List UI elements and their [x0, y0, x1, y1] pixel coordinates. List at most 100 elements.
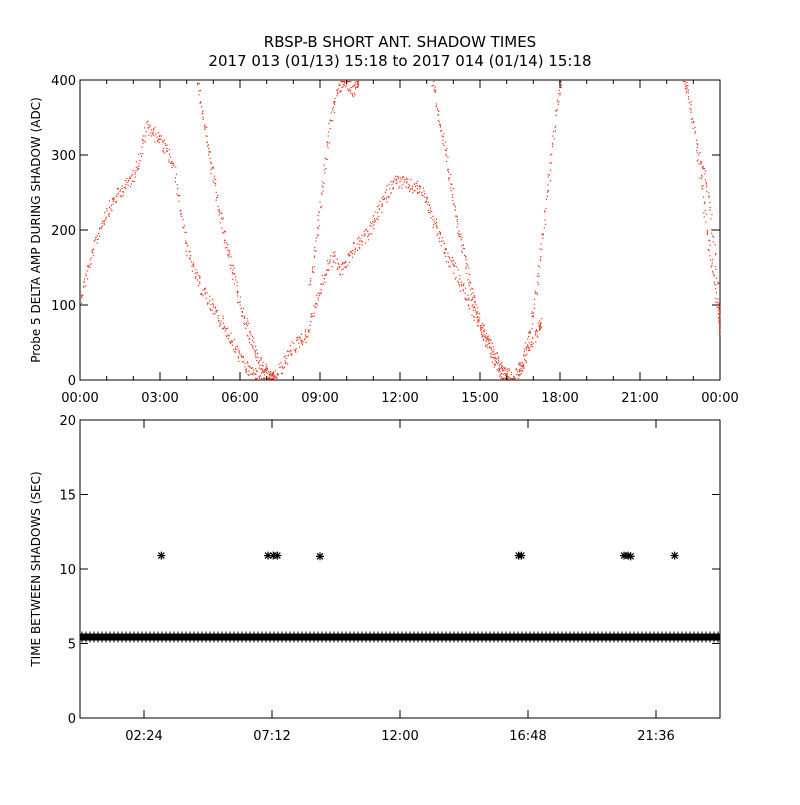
data-point: [687, 98, 690, 100]
data-point: [361, 244, 363, 246]
data-point: [472, 288, 474, 290]
data-point: [360, 240, 362, 242]
data-point: [354, 85, 356, 87]
data-point: [158, 132, 160, 134]
data-point: [92, 249, 94, 251]
data-point: [465, 267, 467, 270]
data-point: [344, 262, 346, 264]
data-point: [131, 174, 133, 176]
data-point: [477, 322, 479, 324]
data-point: [164, 143, 166, 145]
data-point: [706, 191, 708, 193]
data-point: [486, 344, 488, 346]
data-point: [445, 248, 447, 250]
data-point: [112, 200, 114, 202]
data-point: [432, 219, 434, 221]
data-point: [684, 81, 686, 83]
data-point: [700, 161, 702, 163]
data-point: [255, 378, 257, 380]
data-point: [152, 131, 154, 133]
data-point: [238, 350, 240, 352]
data-point: [227, 244, 229, 246]
data-point: [318, 211, 320, 213]
data-point: [112, 198, 114, 200]
data-point: [537, 273, 539, 275]
data-point: [337, 266, 339, 268]
data-point: [403, 176, 405, 178]
data-point: [130, 183, 132, 185]
data-point: [397, 178, 399, 180]
data-point: [443, 133, 445, 135]
data-point: [496, 351, 498, 354]
data-point: [712, 241, 714, 243]
data-point: [516, 373, 518, 376]
data-point: [376, 218, 378, 220]
data-point: [93, 255, 95, 257]
asterisk-stroke: [627, 552, 635, 560]
data-point: [454, 265, 456, 267]
data-point: [440, 245, 442, 247]
data-point: [358, 240, 360, 242]
data-point: [441, 135, 443, 137]
data-point: [713, 275, 715, 277]
data-point: [699, 177, 701, 179]
data-point: [424, 201, 427, 203]
data-point: [210, 161, 212, 163]
data-point: [432, 226, 434, 228]
data-point: [708, 249, 710, 252]
data-point: [285, 357, 287, 359]
data-point: [264, 378, 266, 380]
data-point: [196, 82, 198, 84]
data-point: [301, 342, 303, 344]
data-point: [115, 202, 117, 204]
data-point: [523, 367, 525, 369]
data-point: [171, 160, 173, 163]
data-point: [221, 328, 224, 330]
data-point: [511, 371, 513, 373]
data-point: [492, 356, 494, 358]
data-point: [230, 340, 232, 343]
data-point: [537, 265, 539, 267]
data-point: [521, 362, 524, 364]
data-point: [290, 353, 292, 355]
data-point: [500, 377, 502, 379]
data-point: [551, 146, 553, 148]
data-point: [510, 378, 512, 380]
data-point: [452, 196, 454, 198]
data-point: [235, 346, 237, 348]
data-point: [498, 370, 500, 372]
data-point: [212, 303, 214, 305]
data-point: [256, 371, 258, 373]
data-point: [322, 181, 324, 183]
data-point: [218, 214, 220, 216]
data-point: [121, 187, 123, 190]
data-point: [442, 139, 444, 142]
data-point: [367, 231, 369, 233]
data-point: [395, 183, 397, 185]
data-point: [232, 278, 234, 280]
data-point: [312, 271, 314, 273]
data-point: [539, 324, 541, 326]
data-point: [249, 342, 251, 344]
x-tick-label: 21:00: [621, 391, 658, 406]
data-point: [335, 262, 337, 264]
data-point: [359, 243, 361, 245]
data-point: [296, 337, 298, 339]
data-point: [339, 84, 341, 86]
data-point: [197, 284, 199, 287]
data-point: [465, 256, 467, 258]
data-point: [546, 195, 548, 197]
data-point: [256, 349, 258, 351]
data-point: [113, 199, 115, 201]
data-point: [348, 255, 350, 257]
data-point: [116, 194, 118, 196]
data-point: [524, 348, 526, 350]
data-point: [317, 297, 319, 299]
data-point: [265, 363, 267, 365]
data-point: [329, 259, 331, 261]
data-point: [670, 551, 679, 560]
data-point: [169, 162, 172, 164]
data-point: [199, 103, 201, 105]
data-point: [475, 311, 477, 313]
data-point: [245, 322, 247, 324]
